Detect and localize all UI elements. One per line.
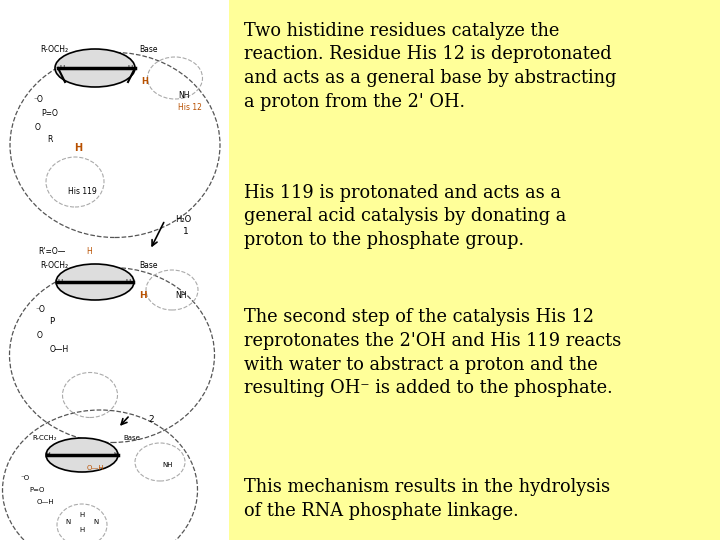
Text: ⁻O: ⁻O [33,96,43,105]
Text: ⁻O: ⁻O [20,475,30,481]
Text: H: H [86,247,91,256]
Text: ⁻O: ⁻O [35,306,45,314]
Text: 1: 1 [183,227,189,237]
Text: H: H [125,279,130,285]
Bar [229,0,720,540]
Text: H: H [127,65,132,71]
Text: N: N [66,519,71,525]
Text: This mechanism results in the hydrolysis
of the RNA phosphate linkage.: This mechanism results in the hydrolysis… [244,478,610,520]
Text: H: H [114,453,118,457]
Text: O: O [37,330,43,340]
Text: P=O: P=O [30,487,45,493]
Text: His 119 is protonated and acts as a
general acid catalysis by donating a
proton : His 119 is protonated and acts as a gene… [244,184,566,249]
Text: His 119: His 119 [68,187,96,197]
Text: H: H [79,512,85,518]
Text: P=O: P=O [42,109,58,118]
Text: H: H [45,453,50,457]
Text: The second step of the catalysis His 12
reprotonates the 2'OH and His 119 reacts: The second step of the catalysis His 12 … [244,308,621,397]
Text: O—H: O—H [86,465,104,471]
Text: N: N [94,519,99,525]
Text: Base: Base [139,260,157,269]
Text: 2: 2 [148,415,153,424]
Text: H: H [139,291,147,300]
Text: R-OCH₂: R-OCH₂ [40,45,68,55]
Text: P: P [50,318,55,327]
Text: Two histidine residues catalyze the
reaction. Residue His 12 is deprotonated
and: Two histidine residues catalyze the reac… [244,22,616,111]
Text: NH: NH [162,462,173,468]
Text: R-CCH₂: R-CCH₂ [32,435,57,441]
Text: NH: NH [175,291,186,300]
Ellipse shape [46,438,118,472]
Text: H: H [142,78,148,86]
Text: Base: Base [139,45,157,55]
Text: H: H [59,65,65,71]
Text: R: R [48,136,53,145]
Text: H: H [58,279,63,285]
Text: H: H [74,143,82,153]
Ellipse shape [56,264,134,300]
Text: O—H: O—H [50,346,69,354]
Text: H: H [79,527,85,533]
Text: R'=O—: R'=O— [38,247,66,256]
Text: NH: NH [178,91,189,99]
Text: His 12: His 12 [178,104,202,112]
Text: R-OCH₂: R-OCH₂ [40,260,68,269]
Text: O: O [35,123,41,132]
Bar [0,0,229,540]
Text: H₂O: H₂O [175,215,192,225]
Text: Base: Base [124,435,140,441]
Text: O—H: O—H [37,499,55,505]
Ellipse shape [55,49,135,87]
